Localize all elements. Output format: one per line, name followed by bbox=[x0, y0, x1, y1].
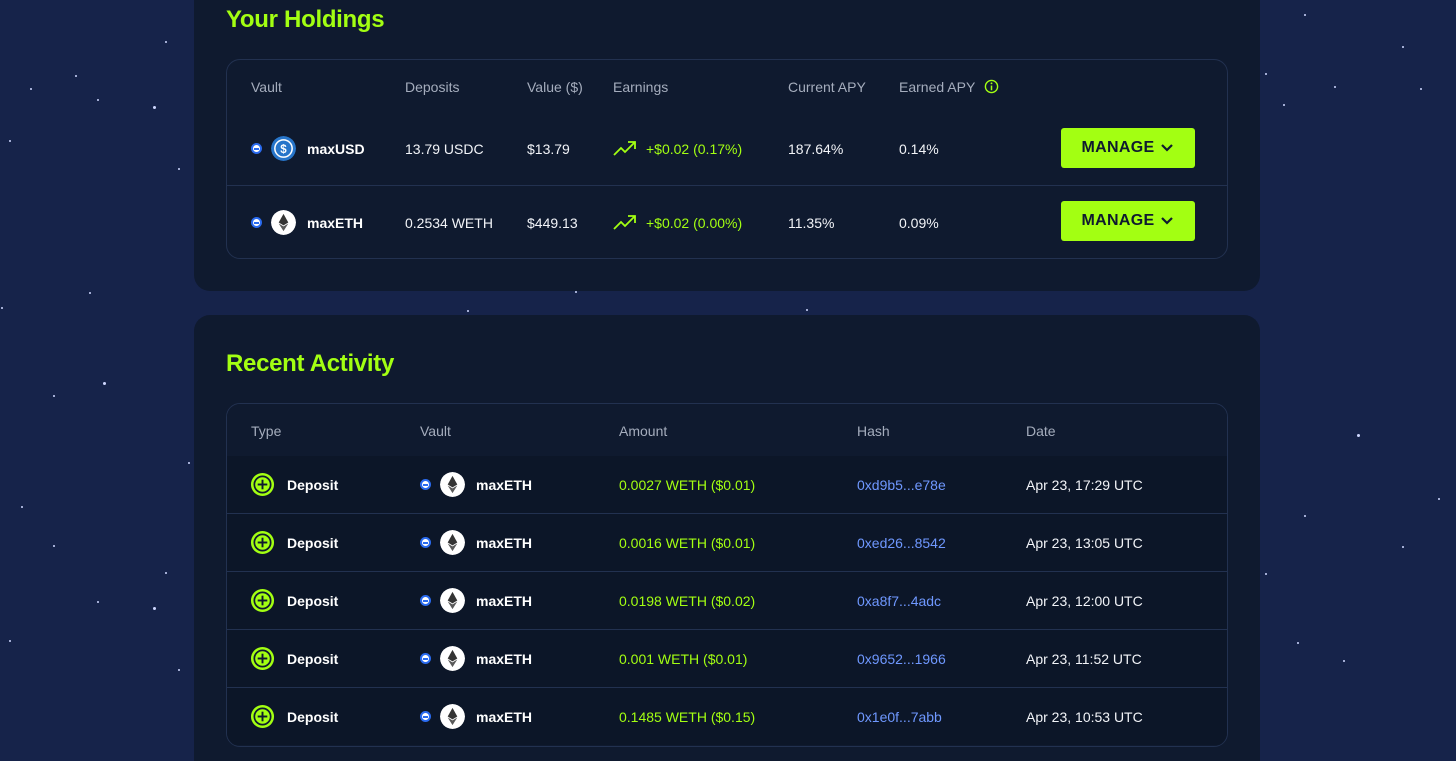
activity-type: Deposit bbox=[287, 535, 339, 551]
activity-title: Recent Activity bbox=[226, 350, 395, 377]
col-header-hash: Hash bbox=[857, 423, 890, 439]
activity-vault: maxETH bbox=[476, 651, 533, 667]
transaction-hash-link[interactable]: 0xed26...8542 bbox=[857, 535, 946, 551]
activity-amount: 0.0198 WETH ($0.02) bbox=[619, 593, 756, 609]
activity-type: Deposit bbox=[287, 593, 339, 609]
activity-vault: maxETH bbox=[476, 709, 533, 725]
current-apy-value: 11.35% bbox=[788, 215, 835, 231]
vault-name: maxUSD bbox=[307, 141, 365, 157]
col-header-vault: Vault bbox=[251, 79, 282, 95]
table-row: Deposit maxETH 0.0016 WETH ($0.01) 0xed2… bbox=[227, 514, 1227, 571]
manage-button[interactable]: MANAGE bbox=[1061, 201, 1195, 241]
chevron-down-icon bbox=[1161, 217, 1174, 225]
eth-icon bbox=[440, 646, 465, 671]
activity-amount: 0.0027 WETH ($0.01) bbox=[619, 477, 756, 493]
col-header-date: Date bbox=[1026, 423, 1056, 439]
table-row: Deposit maxETH 0.0198 WETH ($0.02) 0xa8f… bbox=[227, 572, 1227, 629]
deposit-plus-icon bbox=[250, 646, 275, 671]
col-header-deposits: Deposits bbox=[405, 79, 460, 95]
earned-apy-value: 0.14% bbox=[899, 141, 939, 157]
table-row: $ maxUSD 13.79 USDC $13.79 +$0.02 (0.17%… bbox=[227, 112, 1227, 185]
activity-date: Apr 23, 17:29 UTC bbox=[1026, 477, 1143, 493]
activity-date: Apr 23, 12:00 UTC bbox=[1026, 593, 1143, 609]
activity-vault: maxETH bbox=[476, 477, 533, 493]
table-row: Deposit maxETH 0.001 WETH ($0.01) 0x9652… bbox=[227, 630, 1227, 687]
network-dot-icon bbox=[251, 217, 262, 228]
network-dot-icon bbox=[420, 479, 431, 490]
activity-table: Type Vault Amount Hash Date Deposit maxE… bbox=[226, 403, 1228, 747]
activity-amount: 0.0016 WETH ($0.01) bbox=[619, 535, 756, 551]
vault-name: maxETH bbox=[307, 215, 364, 231]
trending-up-icon bbox=[613, 141, 636, 156]
manage-button[interactable]: MANAGE bbox=[1061, 128, 1195, 168]
deposits-value: 0.2534 WETH bbox=[405, 215, 493, 231]
activity-amount: 0.001 WETH ($0.01) bbox=[619, 651, 748, 667]
row-divider bbox=[227, 513, 1227, 514]
table-row: Deposit maxETH 0.0027 WETH ($0.01) 0xd9b… bbox=[227, 456, 1227, 513]
holdings-table: Vault Deposits Value ($) Earnings Curren… bbox=[226, 59, 1228, 259]
network-dot-icon bbox=[420, 595, 431, 606]
col-header-current-apy: Current APY bbox=[788, 79, 866, 95]
manage-button-label: MANAGE bbox=[1081, 212, 1155, 229]
deposit-plus-icon bbox=[250, 588, 275, 613]
transaction-hash-link[interactable]: 0x9652...1966 bbox=[857, 651, 946, 667]
table-row: Deposit maxETH 0.1485 WETH ($0.15) 0x1e0… bbox=[227, 688, 1227, 745]
earned-apy-value: 0.09% bbox=[899, 215, 939, 231]
activity-panel: Recent Activity Type Vault Amount Hash D… bbox=[194, 315, 1260, 761]
info-icon[interactable] bbox=[984, 79, 999, 94]
deposits-value: 13.79 USDC bbox=[405, 141, 484, 157]
transaction-hash-link[interactable]: 0xd9b5...e78e bbox=[857, 477, 946, 493]
deposit-plus-icon bbox=[250, 530, 275, 555]
col-header-type: Type bbox=[251, 423, 282, 439]
col-header-vault: Vault bbox=[420, 423, 451, 439]
network-dot-icon bbox=[420, 711, 431, 722]
network-dot-icon bbox=[420, 653, 431, 664]
col-header-earned-apy: Earned APY bbox=[899, 79, 976, 95]
holdings-panel: Your Holdings Vault Deposits Value ($) E… bbox=[194, 0, 1260, 291]
usd-value: $13.79 bbox=[527, 141, 570, 157]
activity-date: Apr 23, 13:05 UTC bbox=[1026, 535, 1143, 551]
col-header-earnings: Earnings bbox=[613, 79, 669, 95]
row-divider bbox=[227, 185, 1227, 186]
col-header-amount: Amount bbox=[619, 423, 668, 439]
eth-icon bbox=[440, 588, 465, 613]
svg-text:$: $ bbox=[280, 144, 287, 156]
activity-type: Deposit bbox=[287, 477, 339, 493]
activity-vault: maxETH bbox=[476, 535, 533, 551]
row-divider bbox=[227, 629, 1227, 630]
activity-date: Apr 23, 11:52 UTC bbox=[1026, 651, 1142, 667]
eth-icon bbox=[440, 530, 465, 555]
col-header-value: Value ($) bbox=[527, 79, 583, 95]
usdc-icon: $ bbox=[271, 136, 296, 161]
usd-value: $449.13 bbox=[527, 215, 578, 231]
activity-vault: maxETH bbox=[476, 593, 533, 609]
eth-icon bbox=[440, 704, 465, 729]
activity-amount: 0.1485 WETH ($0.15) bbox=[619, 709, 756, 725]
eth-icon bbox=[271, 210, 296, 235]
transaction-hash-link[interactable]: 0xa8f7...4adc bbox=[857, 593, 942, 609]
table-row: maxETH 0.2534 WETH $449.13 +$0.02 (0.00%… bbox=[227, 186, 1227, 258]
transaction-hash-link[interactable]: 0x1e0f...7abb bbox=[857, 709, 942, 725]
holdings-title: Your Holdings bbox=[226, 6, 385, 33]
eth-icon bbox=[440, 472, 465, 497]
earnings-value: +$0.02 (0.00%) bbox=[646, 215, 743, 231]
activity-type: Deposit bbox=[287, 651, 339, 667]
network-dot-icon bbox=[420, 537, 431, 548]
chevron-down-icon bbox=[1161, 144, 1174, 152]
manage-button-label: MANAGE bbox=[1081, 139, 1155, 156]
network-dot-icon bbox=[251, 143, 262, 154]
deposit-plus-icon bbox=[250, 472, 275, 497]
deposit-plus-icon bbox=[250, 704, 275, 729]
row-divider bbox=[227, 687, 1227, 688]
activity-type: Deposit bbox=[287, 709, 339, 725]
row-divider bbox=[227, 571, 1227, 572]
current-apy-value: 187.64% bbox=[788, 141, 844, 157]
earnings-value: +$0.02 (0.17%) bbox=[646, 141, 743, 157]
trending-up-icon bbox=[613, 215, 636, 230]
activity-date: Apr 23, 10:53 UTC bbox=[1026, 709, 1143, 725]
